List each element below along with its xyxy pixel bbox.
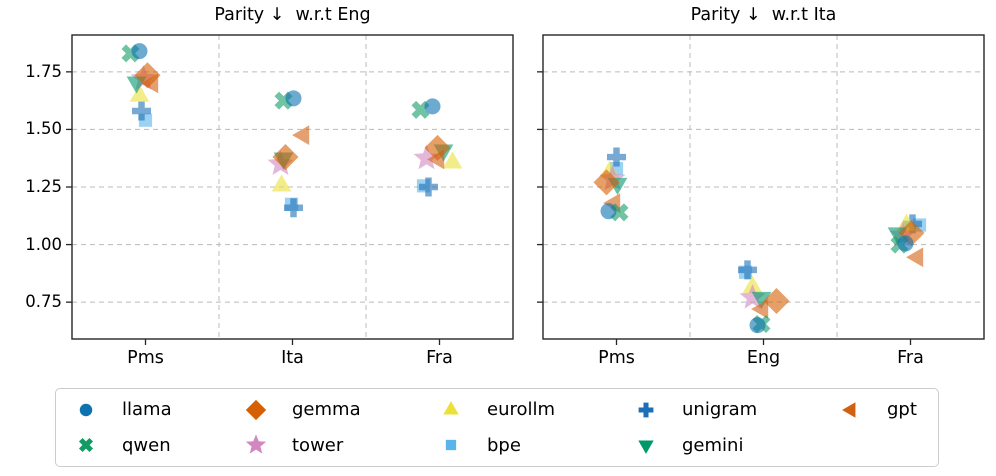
marker-llama-eng (749, 317, 766, 334)
x-tick-label-pms: Pms (127, 348, 164, 368)
marker-llama-ita (285, 90, 302, 107)
legend-label-gemini: gemini (682, 434, 744, 456)
legend-entry-gemini: gemini (616, 428, 821, 464)
plot-title-parity-eng: Parity ↓ w.r.t Eng (214, 5, 371, 25)
legend-marker-tower (245, 434, 267, 454)
circle-icon (79, 403, 93, 416)
star-icon (245, 434, 267, 454)
legend-entry-unigram: unigram (616, 392, 821, 428)
marker-tower-fra (413, 144, 440, 170)
diamond-icon (245, 399, 267, 420)
legend-entry-gemma: gemma (226, 392, 421, 428)
legend-entry-qwen: qwen (56, 428, 226, 464)
marker-llama-fra (424, 98, 441, 115)
legend-label-bpe: bpe (487, 434, 521, 456)
marker-eurollm-pms (129, 84, 150, 102)
marker-gemma-ita (272, 144, 299, 171)
x-tick-label-ita: Ita (281, 348, 304, 368)
marker-eurollm-ita (271, 174, 292, 192)
marker-gemma-eng (763, 287, 790, 315)
marker-eurollm-fra (442, 151, 463, 169)
triangle-down-icon (638, 440, 654, 455)
marker-gpt-fra (906, 247, 924, 268)
marker-gemma-fra (424, 134, 451, 161)
triangle-up-icon (443, 400, 459, 415)
plus-icon (638, 402, 654, 418)
legend-entry-gpt: gpt (821, 392, 938, 428)
marker-gemma-fra (898, 220, 925, 247)
x-icon (78, 438, 94, 453)
square-icon (445, 440, 457, 451)
legend-label-tower: tower (292, 434, 344, 456)
legend-entry-tower: tower (226, 428, 421, 464)
legend-entry-llama: llama (56, 392, 226, 428)
x-tick-label-eng: Eng (746, 348, 781, 368)
plot-frame (542, 34, 985, 340)
legend-marker-qwen (78, 438, 94, 453)
legend-label-gpt: gpt (887, 399, 917, 421)
marker-gpt-ita (292, 125, 310, 146)
x-tick-label-pms: Pms (598, 348, 635, 368)
y-tick-label: 1.25 (25, 177, 62, 197)
legend-marker-bpe (445, 440, 457, 451)
triangle-left-icon (842, 402, 856, 418)
legend-marker-eurollm (443, 400, 459, 415)
legend-marker-unigram (638, 402, 654, 418)
legend-label-gemma: gemma (292, 399, 361, 421)
plot-frame (71, 34, 514, 340)
marker-llama-pms (131, 43, 148, 60)
legend-label-qwen: qwen (122, 434, 171, 456)
x-tick-label-fra: Fra (426, 348, 453, 368)
y-tick-label: 0.75 (25, 292, 62, 312)
legend-marker-gemini (638, 440, 654, 455)
y-tick-label: 1.75 (25, 61, 62, 81)
marker-gpt-fra (427, 149, 445, 170)
marker-unigram-fra (419, 177, 438, 197)
marker-llama-fra (897, 235, 914, 252)
marker-unigram-pms (132, 101, 151, 121)
marker-gemini-eng (751, 291, 772, 309)
marker-tower-eng (739, 283, 766, 309)
marker-gemma-pms (593, 169, 620, 196)
legend-marker-llama (79, 403, 93, 416)
y-tick-label: 1.50 (25, 119, 62, 139)
marker-unigram-eng (738, 260, 757, 280)
marker-unigram-ita (284, 198, 303, 218)
legend-label-unigram: unigram (682, 399, 758, 421)
marker-llama-pms (600, 203, 617, 220)
y-tick-label: 1.00 (25, 234, 62, 254)
marker-gpt-eng (751, 299, 769, 319)
marker-unigram-pms (607, 147, 626, 167)
legend-label-eurollm: eurollm (487, 399, 556, 421)
legend-label-llama: llama (122, 399, 172, 421)
legend: llama qwen gemma tower eurollm bpe unigram gemi… (55, 388, 939, 467)
legend-entry-eurollm: eurollm (421, 392, 616, 428)
legend-marker-gemma (245, 399, 267, 420)
marker-gpt-pms (141, 73, 159, 94)
legend-entry-bpe: bpe (421, 428, 616, 464)
marker-gemma-pms (134, 62, 161, 89)
x-tick-label-fra: Fra (897, 348, 924, 368)
legend-marker-gpt (842, 402, 856, 418)
plot-title-parity-ita: Parity ↓ w.r.t Ita (690, 5, 837, 25)
